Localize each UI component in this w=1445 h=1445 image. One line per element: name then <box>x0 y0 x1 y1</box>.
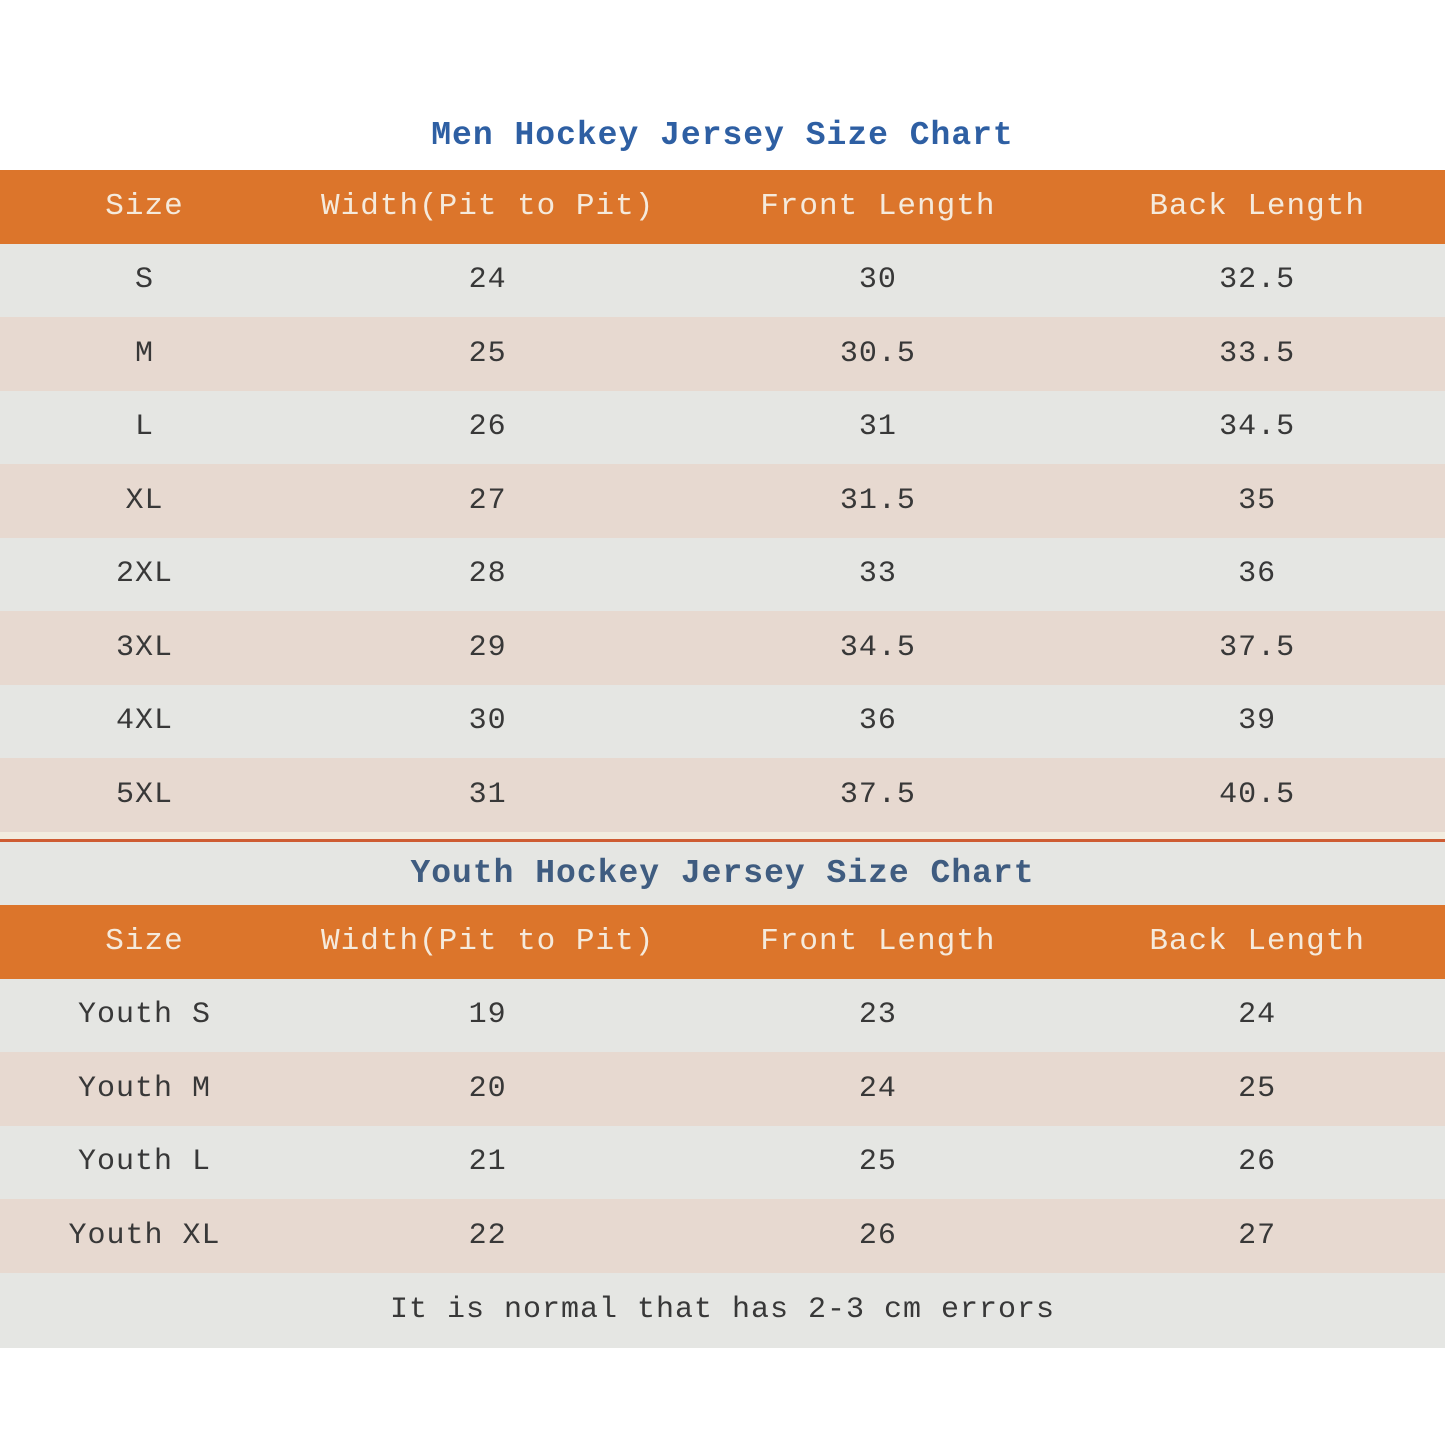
table-row: L 26 31 34.5 <box>0 390 1445 464</box>
width-cell: 27 <box>468 483 507 518</box>
width-cell: 21 <box>468 1145 507 1180</box>
men-size-chart-table: Size Width(Pit to Pit) Front Length Back… <box>0 170 1445 832</box>
men-chart-title-wrap: Men Hockey Jersey Size Chart <box>0 0 1445 170</box>
back-length-cell: 27 <box>1238 1218 1277 1253</box>
table-row: 2XL 28 33 36 <box>0 537 1445 611</box>
back-length-cell: 37.5 <box>1219 630 1296 665</box>
size-cell: 3XL <box>115 630 173 665</box>
size-cell: 4XL <box>115 704 173 739</box>
table-row: Youth L 21 25 26 <box>0 1125 1445 1199</box>
table-row: Youth S 19 23 24 <box>0 978 1445 1052</box>
back-length-cell: 36 <box>1238 557 1277 592</box>
front-length-cell: 31.5 <box>839 483 916 518</box>
column-header-front-length: Front Length <box>760 924 996 960</box>
youth-table-header-row: Size Width(Pit to Pit) Front Length Back… <box>0 905 1445 979</box>
front-length-cell: 33 <box>858 557 897 592</box>
back-length-cell: 34.5 <box>1219 410 1296 445</box>
front-length-cell: 25 <box>858 1145 897 1180</box>
table-row: S 24 30 32.5 <box>0 243 1445 317</box>
youth-chart-title: Youth Hockey Jersey Size Chart <box>410 854 1035 892</box>
size-cell: L <box>134 410 154 445</box>
column-header-front-length: Front Length <box>760 189 996 225</box>
youth-size-chart-table: Size Width(Pit to Pit) Front Length Back… <box>0 905 1445 1273</box>
table-row: XL 27 31.5 35 <box>0 464 1445 538</box>
front-length-cell: 36 <box>858 704 897 739</box>
back-length-cell: 24 <box>1238 998 1277 1033</box>
separator-line <box>0 838 1445 842</box>
width-cell: 31 <box>468 777 507 812</box>
size-cell: 5XL <box>115 777 173 812</box>
size-cell: Youth XL <box>68 1218 221 1253</box>
width-cell: 26 <box>468 410 507 445</box>
table-row: Youth M 20 24 25 <box>0 1052 1445 1126</box>
table-row: Youth XL 22 26 27 <box>0 1199 1445 1273</box>
front-length-cell: 23 <box>858 998 897 1033</box>
table-row: 3XL 29 34.5 37.5 <box>0 611 1445 685</box>
width-cell: 28 <box>468 557 507 592</box>
front-length-cell: 30.5 <box>839 336 916 371</box>
men-table-header-row: Size Width(Pit to Pit) Front Length Back… <box>0 170 1445 244</box>
size-cell: Youth L <box>77 1145 212 1180</box>
separator-cream-strip <box>0 831 1445 839</box>
back-length-cell: 39 <box>1238 704 1277 739</box>
size-cell: S <box>134 263 154 298</box>
front-length-cell: 37.5 <box>839 777 916 812</box>
front-length-cell: 30 <box>858 263 897 298</box>
size-cell: 2XL <box>115 557 173 592</box>
column-header-width: Width(Pit to Pit) <box>321 924 655 960</box>
error-tolerance-note: It is normal that has 2-3 cm errors <box>0 1272 1445 1348</box>
front-length-cell: 26 <box>858 1218 897 1253</box>
width-cell: 25 <box>468 336 507 371</box>
front-length-cell: 34.5 <box>839 630 916 665</box>
width-cell: 20 <box>468 1071 507 1106</box>
table-row: 5XL 31 37.5 40.5 <box>0 758 1445 832</box>
front-length-cell: 31 <box>858 410 897 445</box>
column-header-size: Size <box>105 189 184 225</box>
back-length-cell: 26 <box>1238 1145 1277 1180</box>
back-length-cell: 33.5 <box>1219 336 1296 371</box>
front-length-cell: 24 <box>858 1071 897 1106</box>
table-row: M 25 30.5 33.5 <box>0 317 1445 391</box>
width-cell: 29 <box>468 630 507 665</box>
column-header-size: Size <box>105 924 184 960</box>
men-chart-title: Men Hockey Jersey Size Chart <box>431 117 1014 154</box>
width-cell: 22 <box>468 1218 507 1253</box>
back-length-cell: 32.5 <box>1219 263 1296 298</box>
column-header-back-length: Back Length <box>1149 189 1365 225</box>
back-length-cell: 25 <box>1238 1071 1277 1106</box>
column-header-width: Width(Pit to Pit) <box>321 189 655 225</box>
table-row: 4XL 30 36 39 <box>0 684 1445 758</box>
column-header-back-length: Back Length <box>1149 924 1365 960</box>
width-cell: 30 <box>468 704 507 739</box>
size-cell: XL <box>125 483 164 518</box>
back-length-cell: 35 <box>1238 483 1277 518</box>
youth-chart-title-band: Youth Hockey Jersey Size Chart <box>0 841 1445 905</box>
width-cell: 19 <box>468 998 507 1033</box>
width-cell: 24 <box>468 263 507 298</box>
back-length-cell: 40.5 <box>1219 777 1296 812</box>
size-cell: Youth M <box>77 1071 212 1106</box>
size-cell: Youth S <box>77 998 212 1033</box>
size-cell: M <box>134 336 154 371</box>
